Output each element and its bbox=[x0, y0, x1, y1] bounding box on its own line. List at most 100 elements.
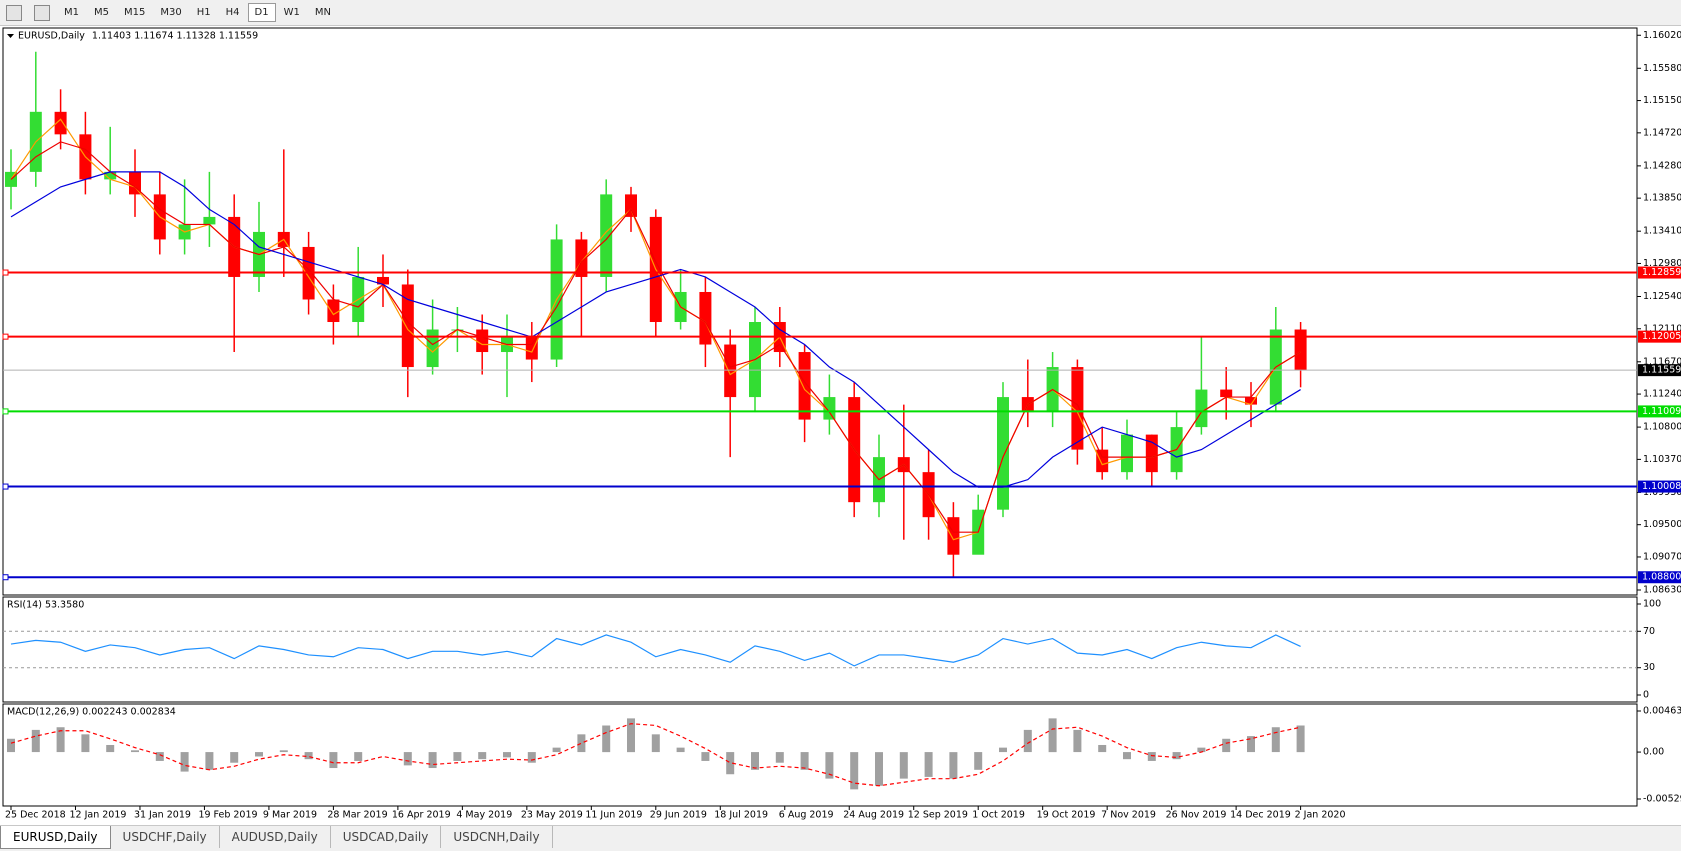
toolbar: M1 M5 M15 M30 H1 H4 D1 W1 MN bbox=[0, 0, 1681, 26]
level-anchor bbox=[2, 574, 9, 581]
candle-body bbox=[1071, 367, 1084, 450]
toolbar-icon[interactable] bbox=[34, 4, 50, 21]
y-tick-label: 1.09500 bbox=[1643, 519, 1681, 530]
timeframe-button[interactable]: MN bbox=[314, 7, 331, 18]
x-tick-label: 1 Oct 2019 bbox=[972, 810, 1025, 821]
x-tick-label: 7 Nov 2019 bbox=[1101, 810, 1156, 821]
y-tick-label: 1.12980 bbox=[1643, 258, 1681, 269]
chart-tab[interactable]: EURUSD,Daily bbox=[0, 826, 111, 849]
timeframe-button[interactable]: M1 bbox=[64, 7, 79, 18]
y-tick-label: 30 bbox=[1643, 662, 1655, 673]
candle-body bbox=[1121, 434, 1133, 473]
candle-body bbox=[203, 216, 216, 225]
x-tick-label: 19 Feb 2019 bbox=[198, 810, 257, 821]
y-tick-label: 0 bbox=[1643, 690, 1649, 701]
y-tick-label: 1.11670 bbox=[1643, 356, 1681, 367]
y-tick-label: 1.14720 bbox=[1643, 127, 1681, 138]
x-tick-label: 11 Jun 2019 bbox=[585, 810, 642, 821]
timeframe-button[interactable]: M15 bbox=[124, 7, 146, 18]
candle-body bbox=[5, 171, 17, 187]
candle-body bbox=[600, 194, 613, 277]
timeframe-button[interactable]: D1 bbox=[247, 3, 276, 22]
candle-body bbox=[104, 171, 117, 180]
x-tick-label: 4 May 2019 bbox=[456, 810, 512, 821]
menu-triangle bbox=[7, 34, 14, 38]
x-tick-label: 24 Aug 2019 bbox=[843, 810, 904, 821]
candle-body bbox=[798, 352, 811, 420]
y-tick-label: 0.00463 bbox=[1643, 706, 1681, 717]
candle-body bbox=[625, 194, 637, 217]
rsi-line bbox=[10, 634, 1301, 667]
chart-tab[interactable]: AUDUSD,Daily bbox=[220, 826, 331, 848]
x-tick-label: 2 Jan 2020 bbox=[1295, 810, 1346, 821]
chart-tab[interactable]: USDCAD,Daily bbox=[331, 826, 442, 848]
last-price-label: 1.11559 bbox=[1642, 365, 1681, 376]
y-tick-label: 1.16020 bbox=[1643, 30, 1681, 41]
timeframe-button[interactable]: H1 bbox=[196, 7, 211, 18]
level-label: 1.11009 bbox=[1642, 406, 1681, 417]
x-tick-label: 12 Sep 2019 bbox=[908, 810, 968, 821]
panel-frame bbox=[2, 596, 1638, 703]
chart-tab[interactable]: USDCNH,Daily bbox=[441, 826, 553, 848]
chart-tab[interactable]: USDCHF,Daily bbox=[111, 826, 220, 848]
macd-signal bbox=[10, 723, 1301, 787]
level-label: 1.12859 bbox=[1642, 267, 1681, 278]
y-tick-label: 1.15580 bbox=[1643, 63, 1681, 74]
candle-body bbox=[947, 517, 960, 555]
y-tick-label: 1.09070 bbox=[1643, 551, 1681, 562]
x-tick-label: 12 Jan 2019 bbox=[69, 810, 126, 821]
panel bbox=[5, 51, 1307, 578]
moving-average bbox=[10, 141, 1301, 533]
candle-body bbox=[129, 171, 141, 195]
candle-body bbox=[426, 329, 439, 368]
candle-body bbox=[1245, 397, 1257, 405]
candle-body bbox=[401, 284, 414, 368]
level-label-box bbox=[1638, 330, 1681, 343]
y-tick-label: -0.00529 bbox=[1643, 794, 1681, 805]
toolbar-icon[interactable] bbox=[6, 4, 22, 21]
y-tick-label: 1.08630 bbox=[1643, 584, 1681, 595]
y-tick-label: 1.11240 bbox=[1643, 389, 1681, 400]
level-anchor bbox=[2, 408, 9, 415]
candle-body bbox=[997, 397, 1009, 510]
x-tick-label: 26 Nov 2019 bbox=[1166, 810, 1227, 821]
candle-body bbox=[823, 397, 836, 420]
level-label: 1.08800 bbox=[1642, 572, 1681, 583]
level-label-box bbox=[1638, 266, 1681, 279]
y-tick-label: 1.14280 bbox=[1643, 160, 1681, 171]
y-tick-label: 0.00 bbox=[1643, 747, 1664, 758]
timeframe-button[interactable]: M5 bbox=[94, 7, 109, 18]
level-label: 1.12005 bbox=[1642, 331, 1681, 342]
candle-body bbox=[377, 276, 389, 285]
last-price-box bbox=[1638, 364, 1681, 377]
level-anchor bbox=[2, 269, 9, 276]
y-tick-label: 1.12540 bbox=[1643, 291, 1681, 302]
x-tick-label: 18 Jul 2019 bbox=[714, 810, 768, 821]
candle-body bbox=[476, 329, 489, 353]
candle-body bbox=[724, 344, 737, 398]
x-tick-label: 23 May 2019 bbox=[521, 810, 583, 821]
x-tick-label: 14 Dec 2019 bbox=[1230, 810, 1291, 821]
moving-average bbox=[10, 171, 1301, 488]
y-tick-label: 1.13410 bbox=[1643, 226, 1681, 237]
candle-body bbox=[1294, 329, 1307, 371]
timeframe-button[interactable]: H4 bbox=[225, 7, 240, 18]
candle-body bbox=[1220, 389, 1233, 398]
panel-frame bbox=[2, 703, 1638, 807]
level-label-box bbox=[1638, 571, 1681, 584]
timeframe-button[interactable]: M30 bbox=[160, 7, 182, 18]
candle-body bbox=[327, 299, 340, 323]
level-anchor bbox=[2, 333, 9, 340]
level-label-box bbox=[1638, 405, 1681, 418]
level-anchor bbox=[2, 483, 9, 490]
x-tick-label: 29 Jun 2019 bbox=[650, 810, 707, 821]
y-tick-label: 70 bbox=[1643, 626, 1655, 637]
panel bbox=[7, 718, 1305, 790]
timeframe-button[interactable]: W1 bbox=[283, 7, 300, 18]
panel-frame bbox=[2, 27, 1638, 596]
candle-body bbox=[699, 291, 712, 345]
indicator-title: RSI(14) 53.3580 bbox=[7, 600, 84, 611]
panel bbox=[3, 630, 1637, 669]
